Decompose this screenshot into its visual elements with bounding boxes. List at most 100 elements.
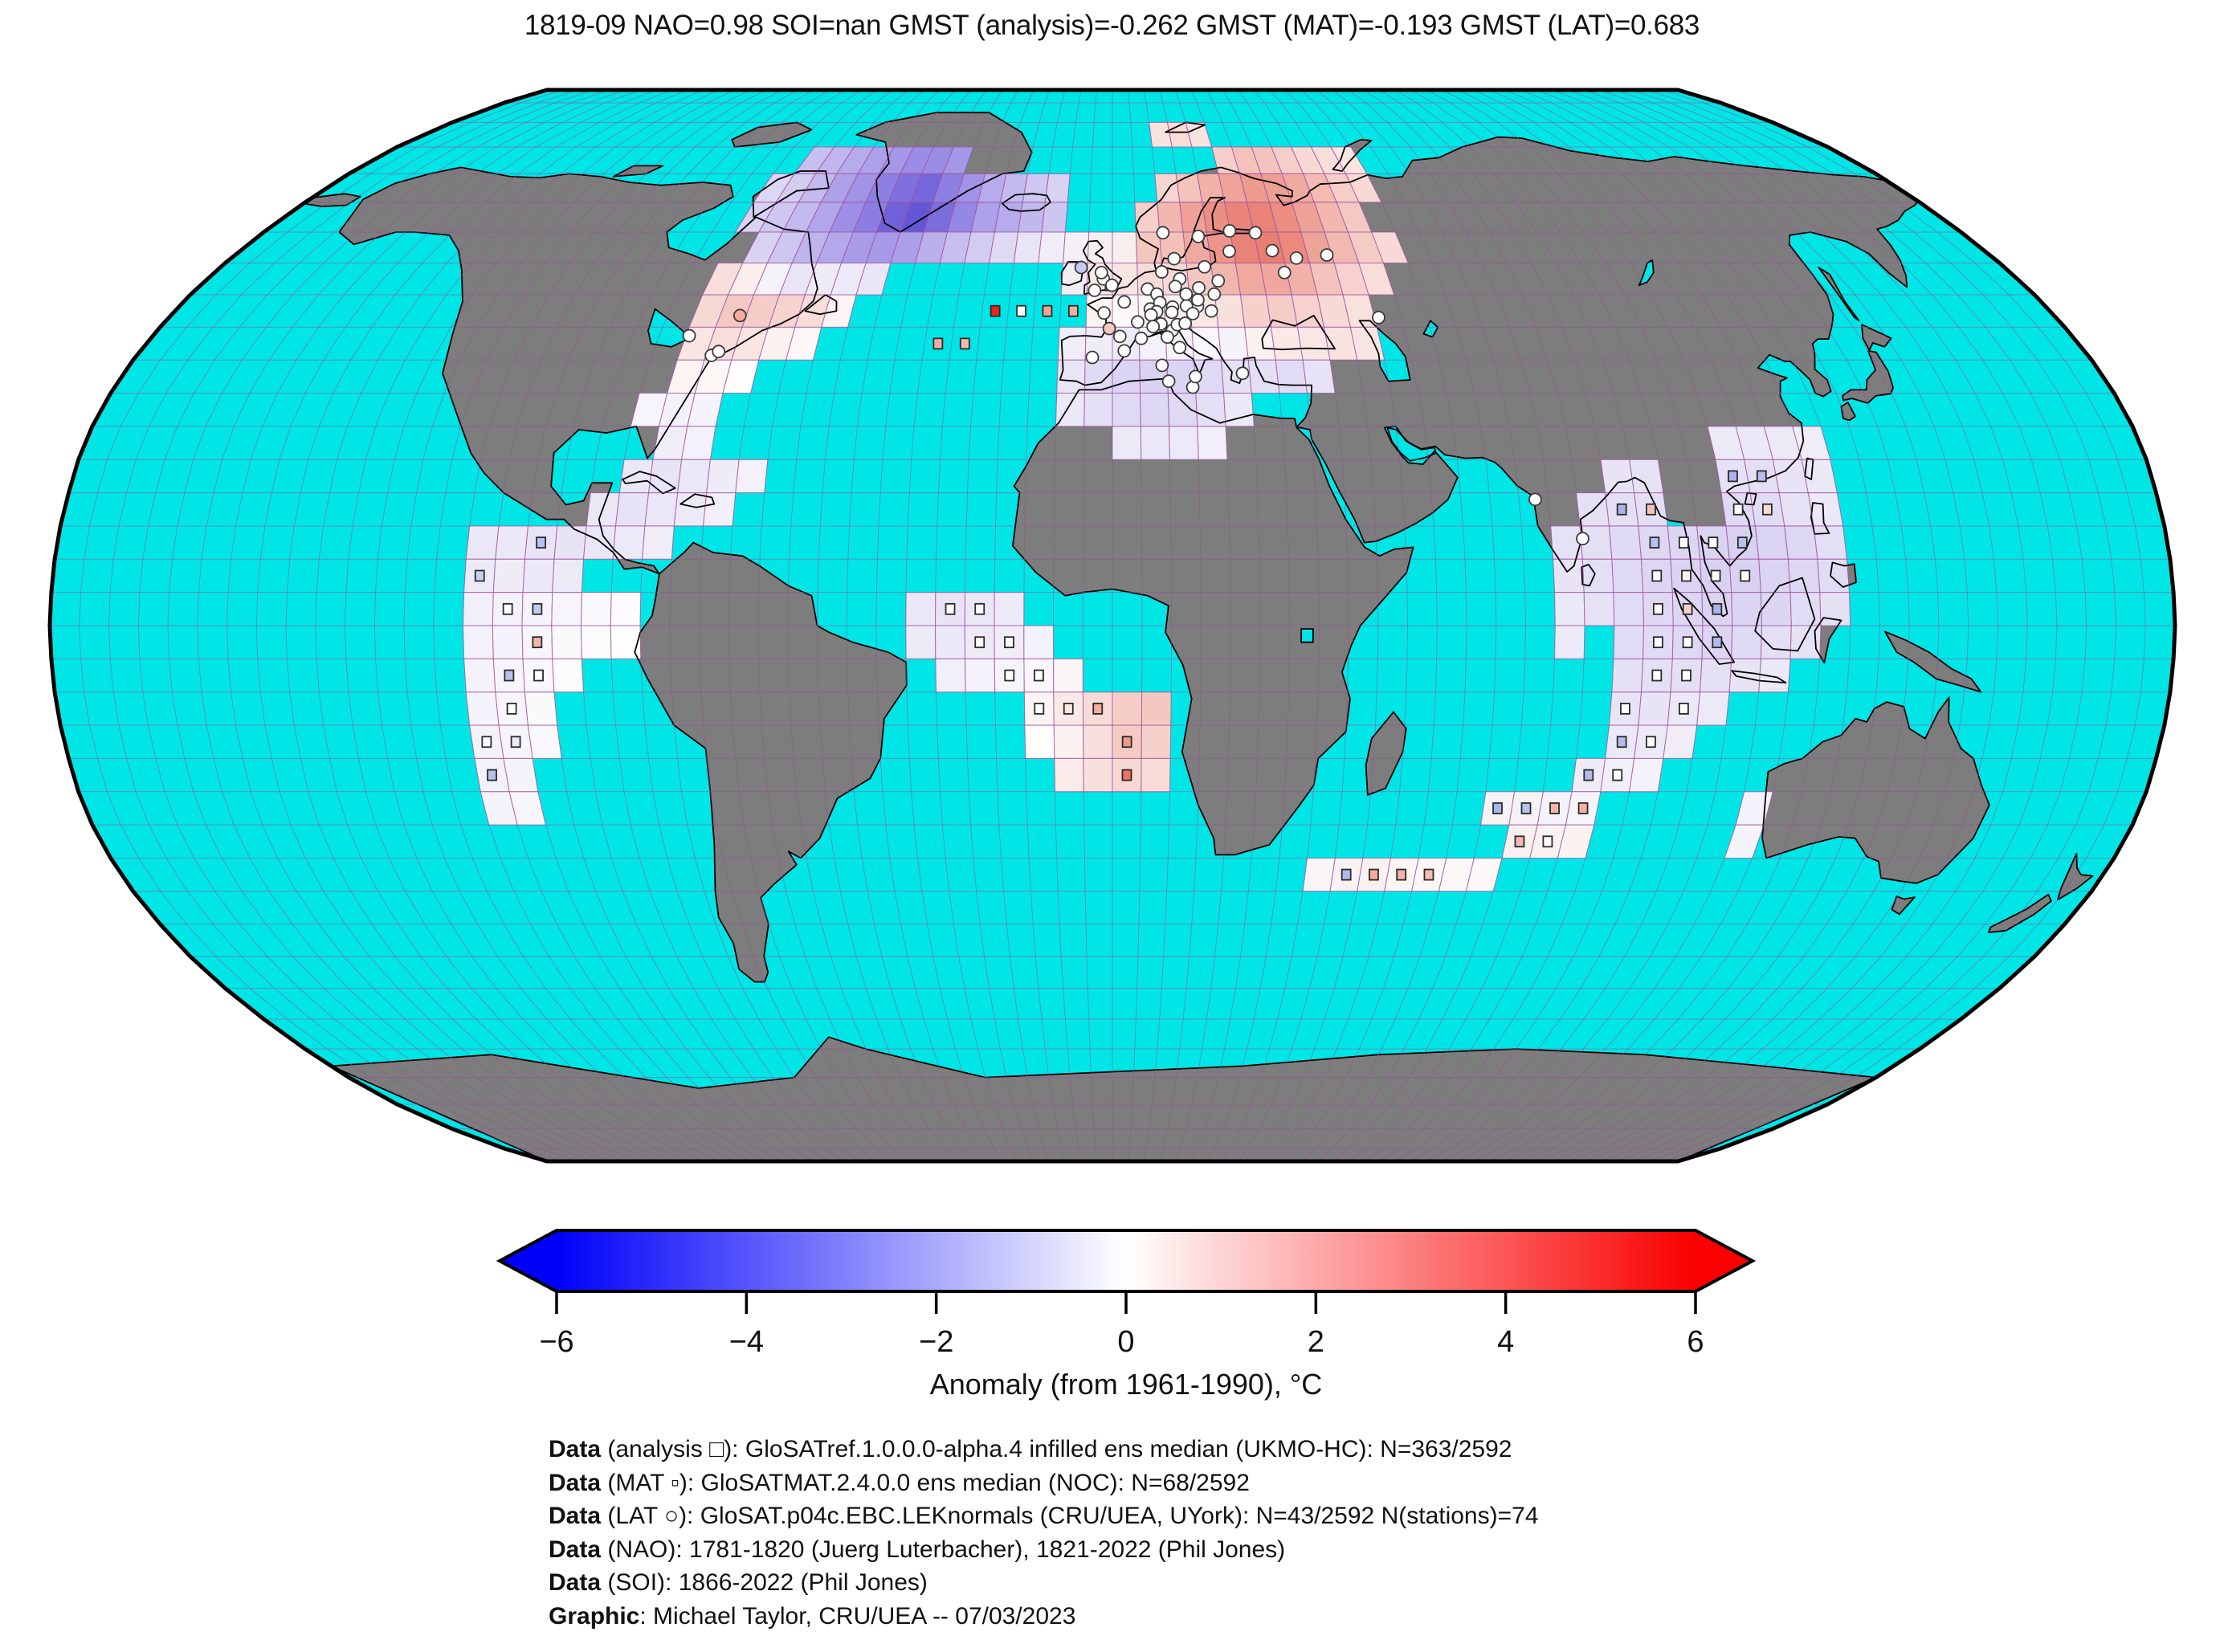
meridian-line <box>994 90 1051 1161</box>
meridian-line <box>462 90 767 1161</box>
anomaly-cell <box>1813 525 1848 560</box>
lat-station-circle <box>1146 320 1161 334</box>
mat-square-marker <box>1678 702 1689 715</box>
meridian-line <box>1458 90 1763 1161</box>
mat-square-marker <box>1728 470 1738 483</box>
meridian-line <box>580 90 830 1161</box>
coastline <box>1754 577 1816 652</box>
mat-square-marker <box>536 536 547 549</box>
mat-square-marker <box>1121 736 1132 748</box>
coastline <box>1365 711 1407 796</box>
coastline <box>1988 893 2052 933</box>
lat-station-circle <box>712 345 726 359</box>
coastline <box>1151 329 1214 374</box>
mat-square-marker <box>1396 868 1407 881</box>
meridian-line <box>757 90 924 1161</box>
lat-station-circle <box>682 328 696 343</box>
anomaly-cell <box>1760 592 1792 626</box>
mat-square-marker <box>1004 636 1014 649</box>
anomaly-cell <box>1600 459 1635 494</box>
mat-square-marker <box>1612 769 1623 781</box>
colorbar-tick-label: 2 <box>1308 1325 1324 1359</box>
lat-station-circle <box>1161 374 1176 389</box>
anomaly-cell <box>1112 231 1138 263</box>
lat-station-circle <box>1222 244 1236 259</box>
coastline <box>1891 895 1916 916</box>
lat-station-circle <box>1117 295 1132 309</box>
meridian-line <box>521 90 799 1161</box>
lat-station-circle <box>1088 283 1102 297</box>
anomaly-cell <box>1112 426 1142 460</box>
lat-station-circle <box>1277 265 1292 279</box>
anomaly-cell <box>1583 592 1615 626</box>
mat-square-marker <box>1649 536 1660 549</box>
mat-square-marker <box>1369 868 1379 881</box>
anomaly-cell <box>1728 658 1761 693</box>
lake-outline <box>1261 315 1336 351</box>
attribution-line-label: Data <box>549 1503 602 1529</box>
mat-square-marker <box>1034 702 1045 715</box>
anomaly-cell <box>994 592 1025 626</box>
landmass <box>732 122 812 147</box>
attribution-line-text: (analysis □): GloSATref.1.0.0.0-alpha.4 … <box>601 1436 1512 1462</box>
anomaly-cell <box>1024 724 1055 759</box>
meridian-line <box>1253 90 1379 1161</box>
mat-square-marker <box>487 769 497 781</box>
anomaly-cell <box>1195 393 1226 427</box>
mat-square-marker <box>974 636 985 649</box>
meridian-line <box>1128 90 1143 1161</box>
coastline <box>1059 136 1919 618</box>
mat-square-marker <box>532 602 543 615</box>
meridian-line <box>1269 90 1409 1161</box>
anomaly-cell <box>1696 691 1730 726</box>
lat-station-circle <box>1104 278 1119 292</box>
meridian-line <box>964 90 1034 1161</box>
meridian-line <box>403 90 736 1161</box>
anomaly-cell <box>1302 359 1336 394</box>
colorbar-tick-label: −6 <box>539 1325 573 1359</box>
attribution-line-text: (SOI): 1866-2022 (Phil Jones) <box>601 1569 928 1596</box>
anomaly-cell <box>1247 359 1280 394</box>
anomaly-cell <box>1083 724 1113 759</box>
meridian-line <box>669 90 877 1161</box>
landmass <box>1862 324 1891 350</box>
meridian-line <box>698 90 893 1161</box>
mat-square-marker <box>1121 769 1132 781</box>
mat-square-marker <box>1520 802 1532 814</box>
mat-square-marker <box>959 337 970 350</box>
lat-station-circle <box>1191 230 1206 243</box>
mat-square-marker <box>1616 736 1627 748</box>
anomaly-cell <box>1553 592 1585 626</box>
meridian-line <box>1552 90 1940 1161</box>
colorbar-tick-label: 6 <box>1687 1325 1704 1359</box>
meridian-line <box>1174 90 1231 1161</box>
meridian-line <box>934 90 1019 1161</box>
lat-station-circle <box>1167 251 1181 266</box>
mat-square-marker <box>1034 669 1044 682</box>
anomaly-cell <box>465 525 500 560</box>
lat-station-circle <box>1528 492 1542 507</box>
mat-square-marker <box>945 602 956 615</box>
mat-square-marker <box>932 337 944 350</box>
lake-outline <box>1300 628 1314 643</box>
meridian-line <box>1052 90 1082 1161</box>
anomaly-cell <box>1053 658 1083 693</box>
attribution-line-text: (MAT ▫): GloSATMAT.2.4.0.0 ens median (N… <box>601 1469 1250 1496</box>
anomaly-cell <box>1218 326 1249 361</box>
lat-station-circle <box>1074 260 1088 275</box>
meridian-line <box>1379 90 1615 1161</box>
anomaly-cell <box>580 592 612 626</box>
lake-outline <box>647 308 692 348</box>
mat-square-marker <box>474 569 485 582</box>
anomaly-cell <box>1041 202 1068 233</box>
mat-square-marker <box>974 602 985 615</box>
lat-station-circle <box>1222 224 1237 238</box>
meridian-line <box>816 90 956 1161</box>
meridian-line <box>492 90 783 1161</box>
anomaly-cell <box>551 625 582 659</box>
mat-square-marker <box>1542 835 1553 848</box>
anomaly-cell <box>644 492 679 527</box>
meridian-line <box>551 90 814 1161</box>
lat-station-circle <box>1134 331 1149 345</box>
coastline <box>1810 502 1830 535</box>
